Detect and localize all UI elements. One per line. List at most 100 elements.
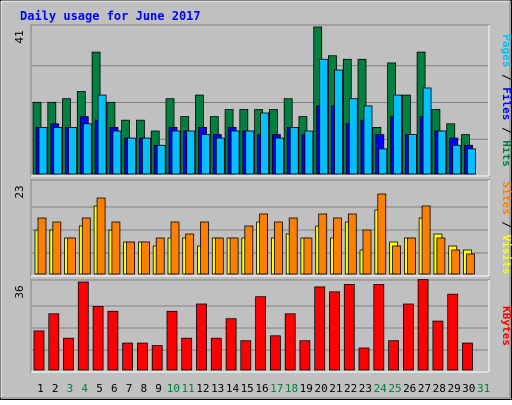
bar-pages-day-10 (171, 130, 181, 175)
panel-kbytes: 36 KBytes (13, 279, 512, 373)
bar-pages-day-13 (215, 137, 225, 175)
x-tick-day-14: 14 (226, 382, 240, 395)
label-separator: / (500, 215, 512, 235)
bar-sites-day-11 (185, 233, 195, 275)
bar-pages-day-21 (334, 69, 343, 175)
x-tick-day-11: 11 (181, 382, 194, 395)
x-tick-day-22: 22 (344, 382, 357, 395)
bar-kbytes-day-17 (269, 335, 281, 371)
bar-sites-day-7 (126, 241, 135, 275)
bar-sites-day-23 (362, 229, 372, 275)
chart-title: Daily usage for June 2017 (20, 9, 201, 23)
bar-kbytes-day-11 (181, 337, 193, 371)
bar-sites-day-5 (96, 197, 106, 275)
bar-sites-day-4 (81, 217, 91, 275)
series-label-kbytes: KBytes (500, 306, 512, 346)
bar-kbytes-day-20 (314, 286, 326, 371)
label-separator: / (500, 120, 512, 140)
bar-pages-day-11 (186, 130, 196, 175)
bar-sites-day-15 (244, 225, 254, 275)
bar-sites-day-16 (259, 213, 269, 275)
bar-pages-day-29 (452, 144, 462, 175)
bar-kbytes-day-14 (225, 318, 237, 371)
bar-pages-day-18 (289, 127, 299, 175)
series-label-pages: Pages (500, 34, 512, 67)
x-tick-day-12: 12 (196, 382, 209, 395)
bar-kbytes-day-2 (48, 313, 60, 371)
x-tick-day-18: 18 (285, 382, 298, 395)
bar-kbytes-day-21 (329, 291, 340, 371)
bar-sites-day-24 (377, 193, 387, 275)
bar-kbytes-day-7 (122, 342, 133, 371)
bar-sites-day-9 (155, 237, 165, 275)
bar-kbytes-day-12 (196, 303, 207, 371)
x-tick-day-28: 28 (433, 382, 446, 395)
bar-sites-day-6 (111, 221, 121, 275)
bar-sites-day-25 (392, 245, 402, 275)
x-tick-day-19: 19 (300, 382, 313, 395)
bar-pages-day-23 (363, 105, 373, 175)
x-tick-day-6: 6 (111, 382, 118, 395)
x-tick-day-16: 16 (255, 382, 268, 395)
x-tick-day-1: 1 (37, 382, 44, 395)
bar-sites-day-10 (170, 221, 180, 275)
bar-sites-day-12 (200, 221, 209, 275)
bar-sites-day-27 (421, 205, 431, 275)
bar-kbytes-day-13 (210, 337, 222, 371)
bar-pages-day-24 (378, 148, 388, 175)
bar-pages-day-2 (53, 127, 63, 175)
x-tick-day-24: 24 (374, 382, 388, 395)
bar-kbytes-day-25 (388, 340, 400, 371)
bar-sites-day-19 (303, 237, 313, 275)
bar-pages-day-12 (201, 134, 210, 175)
bar-kbytes-day-8 (136, 342, 148, 371)
bar-sites-day-2 (52, 221, 62, 275)
bar-kbytes-day-23 (358, 347, 370, 371)
bar-pages-day-28 (437, 130, 447, 175)
panel-hits-files-pages: 41 Pages / Files / Hits (13, 24, 512, 177)
bar-kbytes-day-28 (432, 320, 444, 371)
x-tick-day-29: 29 (447, 382, 460, 395)
bar-sites-day-20 (318, 213, 328, 275)
bar-sites-day-28 (436, 237, 446, 275)
bar-kbytes-day-30 (462, 342, 473, 371)
bar-pages-day-25 (393, 94, 403, 175)
bar-kbytes-day-1 (33, 330, 45, 371)
y-axis-series-label: Sites / Visits (500, 182, 512, 275)
bar-sites-day-8 (140, 241, 150, 275)
bar-pages-day-3 (68, 127, 77, 175)
bar-sites-day-22 (347, 213, 357, 275)
series-label-files: Files (500, 87, 512, 120)
bar-pages-day-8 (141, 137, 151, 175)
y-max-label: 36 (13, 285, 26, 298)
x-tick-day-3: 3 (67, 382, 74, 395)
bar-pages-day-26 (407, 134, 417, 175)
series-label-sites: Sites (500, 182, 512, 215)
bar-pages-day-16 (260, 112, 270, 175)
bar-sites-day-21 (333, 217, 342, 275)
bar-sites-day-14 (229, 237, 239, 275)
x-tick-day-21: 21 (329, 382, 342, 395)
bar-kbytes-day-24 (373, 283, 385, 371)
bar-kbytes-day-5 (92, 305, 104, 371)
x-tick-day-5: 5 (96, 382, 103, 395)
bar-kbytes-day-10 (166, 310, 178, 371)
x-tick-day-8: 8 (140, 382, 147, 395)
bar-pages-day-19 (304, 130, 314, 175)
x-tick-day-15: 15 (241, 382, 254, 395)
bar-sites-day-17 (273, 221, 283, 275)
x-tick-day-31: 31 (477, 382, 490, 395)
bar-sites-day-29 (451, 249, 461, 275)
x-tick-day-2: 2 (52, 382, 59, 395)
bar-kbytes-day-27 (417, 279, 429, 371)
bar-pages-day-27 (422, 87, 432, 175)
bar-kbytes-day-18 (284, 313, 296, 371)
bar-pages-day-14 (230, 130, 240, 175)
bar-kbytes-day-16 (255, 296, 267, 371)
bar-kbytes-day-26 (402, 303, 414, 371)
bar-kbytes-day-15 (240, 340, 252, 371)
x-tick-day-27: 27 (418, 382, 431, 395)
bar-kbytes-day-19 (299, 340, 311, 371)
bar-sites-day-26 (406, 237, 416, 275)
